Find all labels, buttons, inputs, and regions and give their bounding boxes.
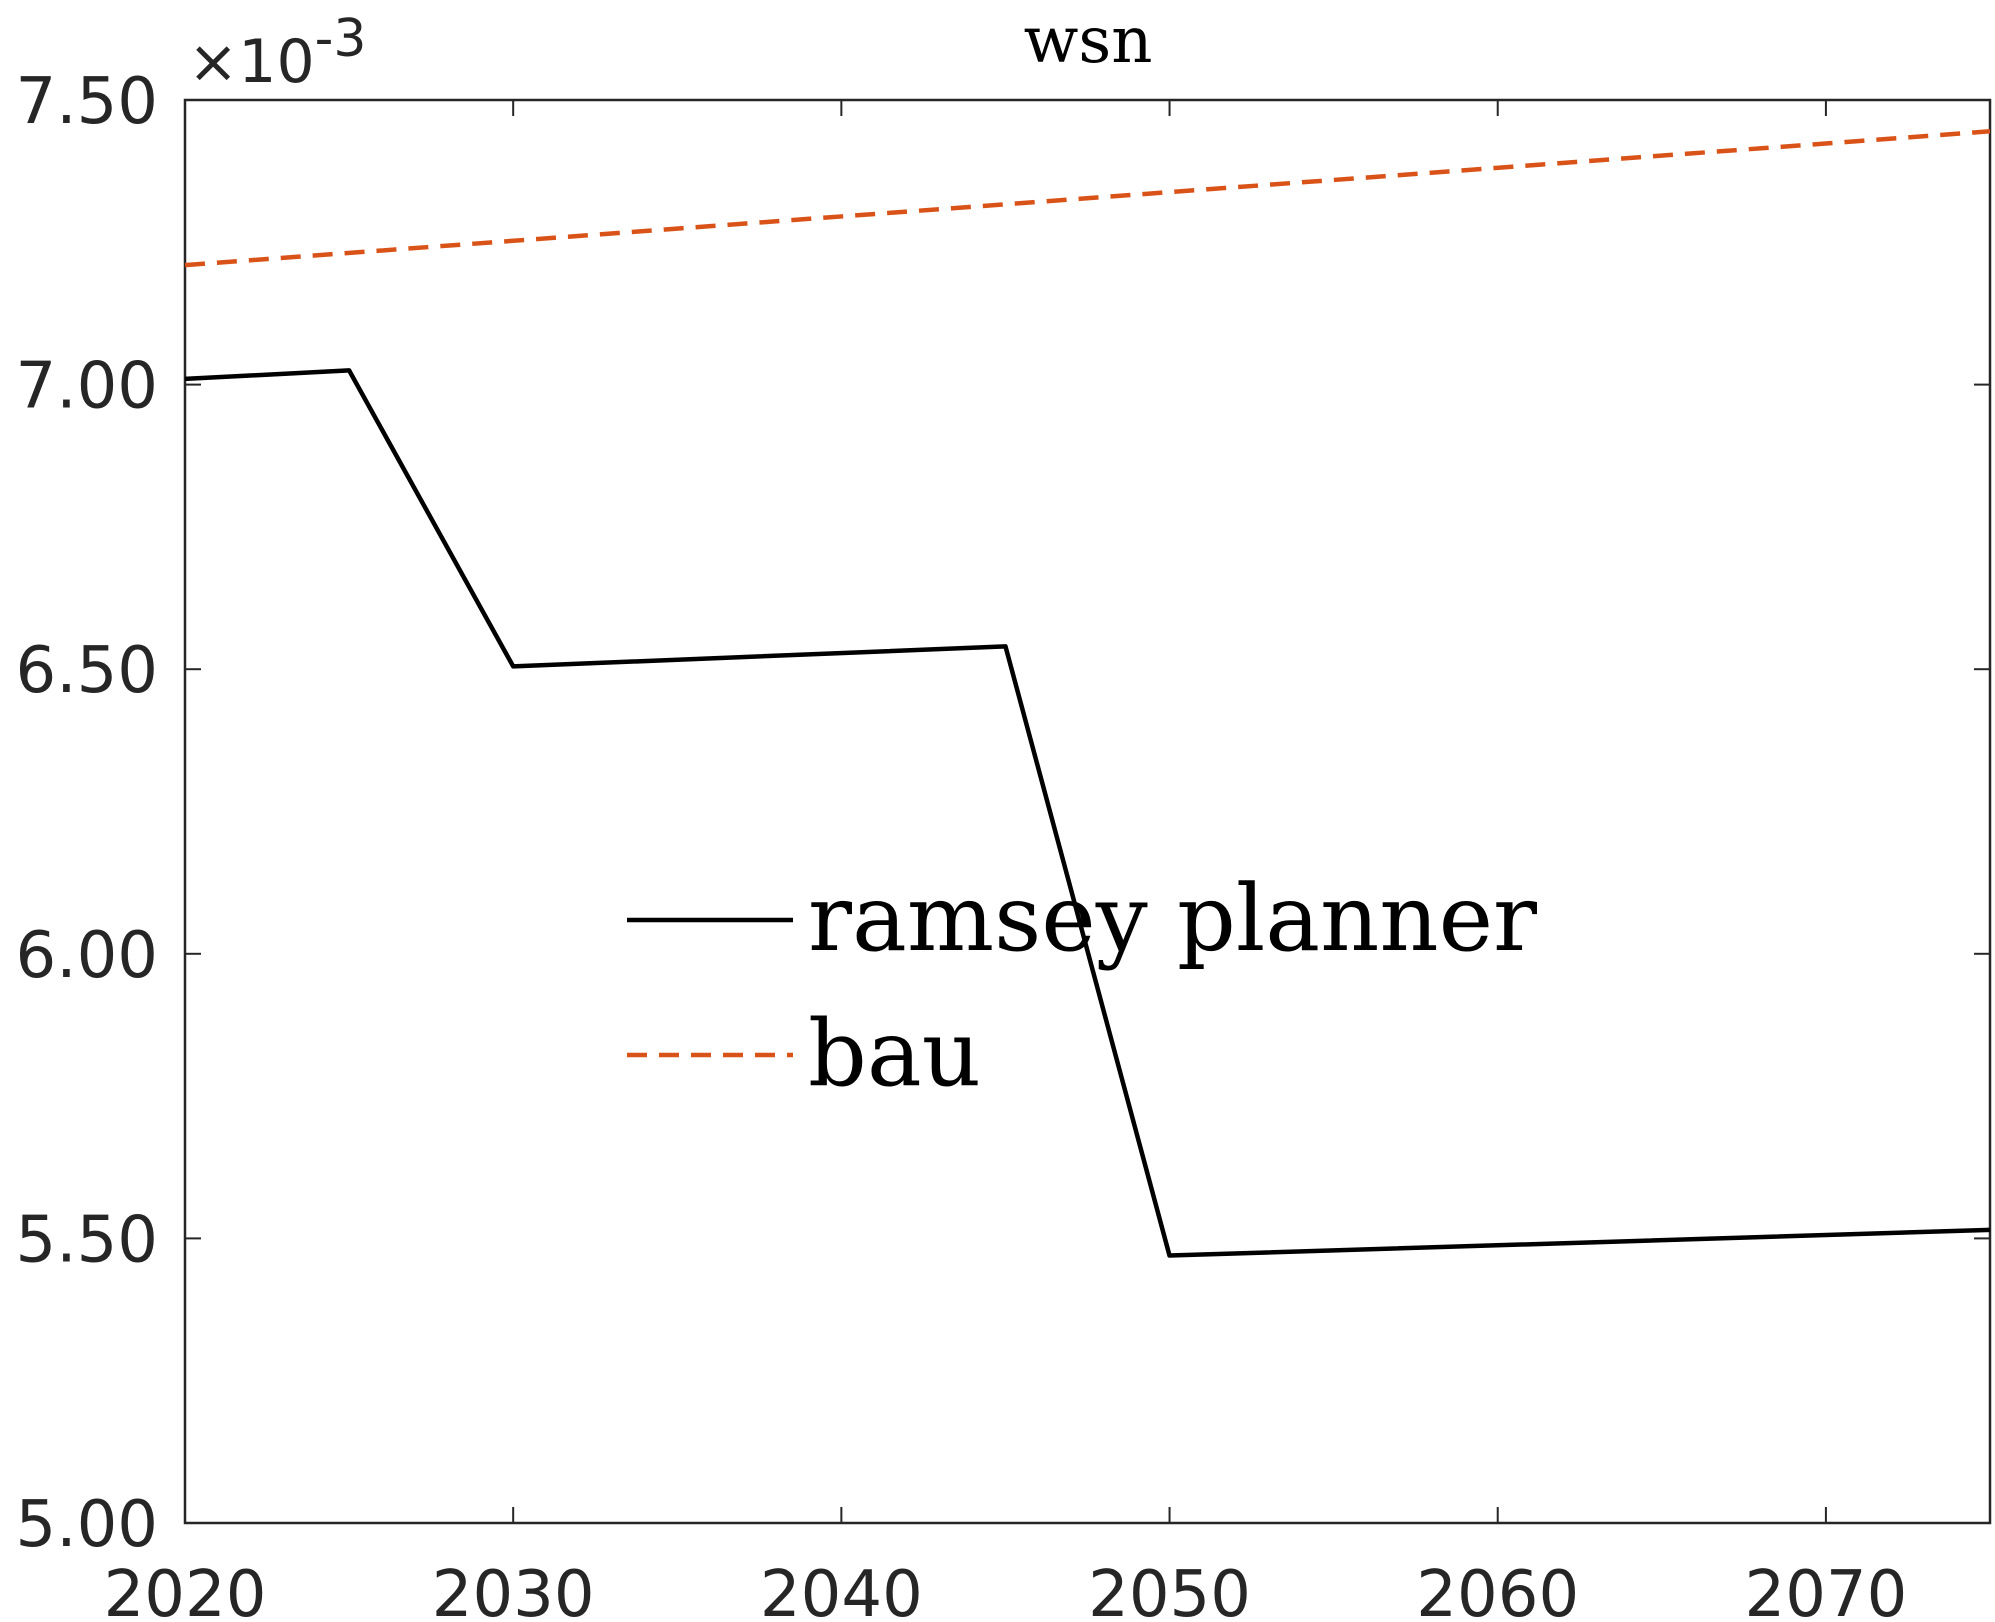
plot-area: 2020 2030 2040 2050 2060 2070 5.00 5.50 6.00 6.50… bbox=[16, 65, 1992, 1622]
series-line-bau bbox=[184, 129, 1991, 268]
y-tick-label: 5.50 bbox=[16, 1203, 159, 1277]
x-tick-label: 2030 bbox=[432, 1558, 595, 1622]
legend-label: bau bbox=[808, 1000, 981, 1107]
chart-title: wsn bbox=[1024, 4, 1153, 78]
axis-exponent-base: ×10 bbox=[188, 27, 315, 97]
x-tick-label: 2060 bbox=[1416, 1558, 1579, 1622]
axis-exponent-label: ×10-3 bbox=[188, 9, 366, 97]
y-tick-label: 5.00 bbox=[16, 1488, 159, 1562]
axis-exponent-power: -3 bbox=[315, 9, 367, 69]
x-tick-label: 2020 bbox=[104, 1558, 267, 1622]
y-tick-label: 7.00 bbox=[16, 350, 159, 424]
legend-label: ramsey planner bbox=[808, 865, 1537, 972]
legend: ramsey planner bau bbox=[627, 865, 1537, 1107]
y-tick-label: 7.50 bbox=[16, 65, 159, 139]
y-tick-label: 6.50 bbox=[16, 634, 159, 708]
axes-box bbox=[183, 98, 1992, 1525]
series-line-ramsey-planner bbox=[184, 368, 1991, 1258]
x-tick-label: 2070 bbox=[1744, 1558, 1907, 1622]
y-tick-label: 6.00 bbox=[16, 919, 159, 993]
x-tick-label: 2040 bbox=[760, 1558, 923, 1622]
x-tick-label: 2050 bbox=[1088, 1558, 1251, 1622]
